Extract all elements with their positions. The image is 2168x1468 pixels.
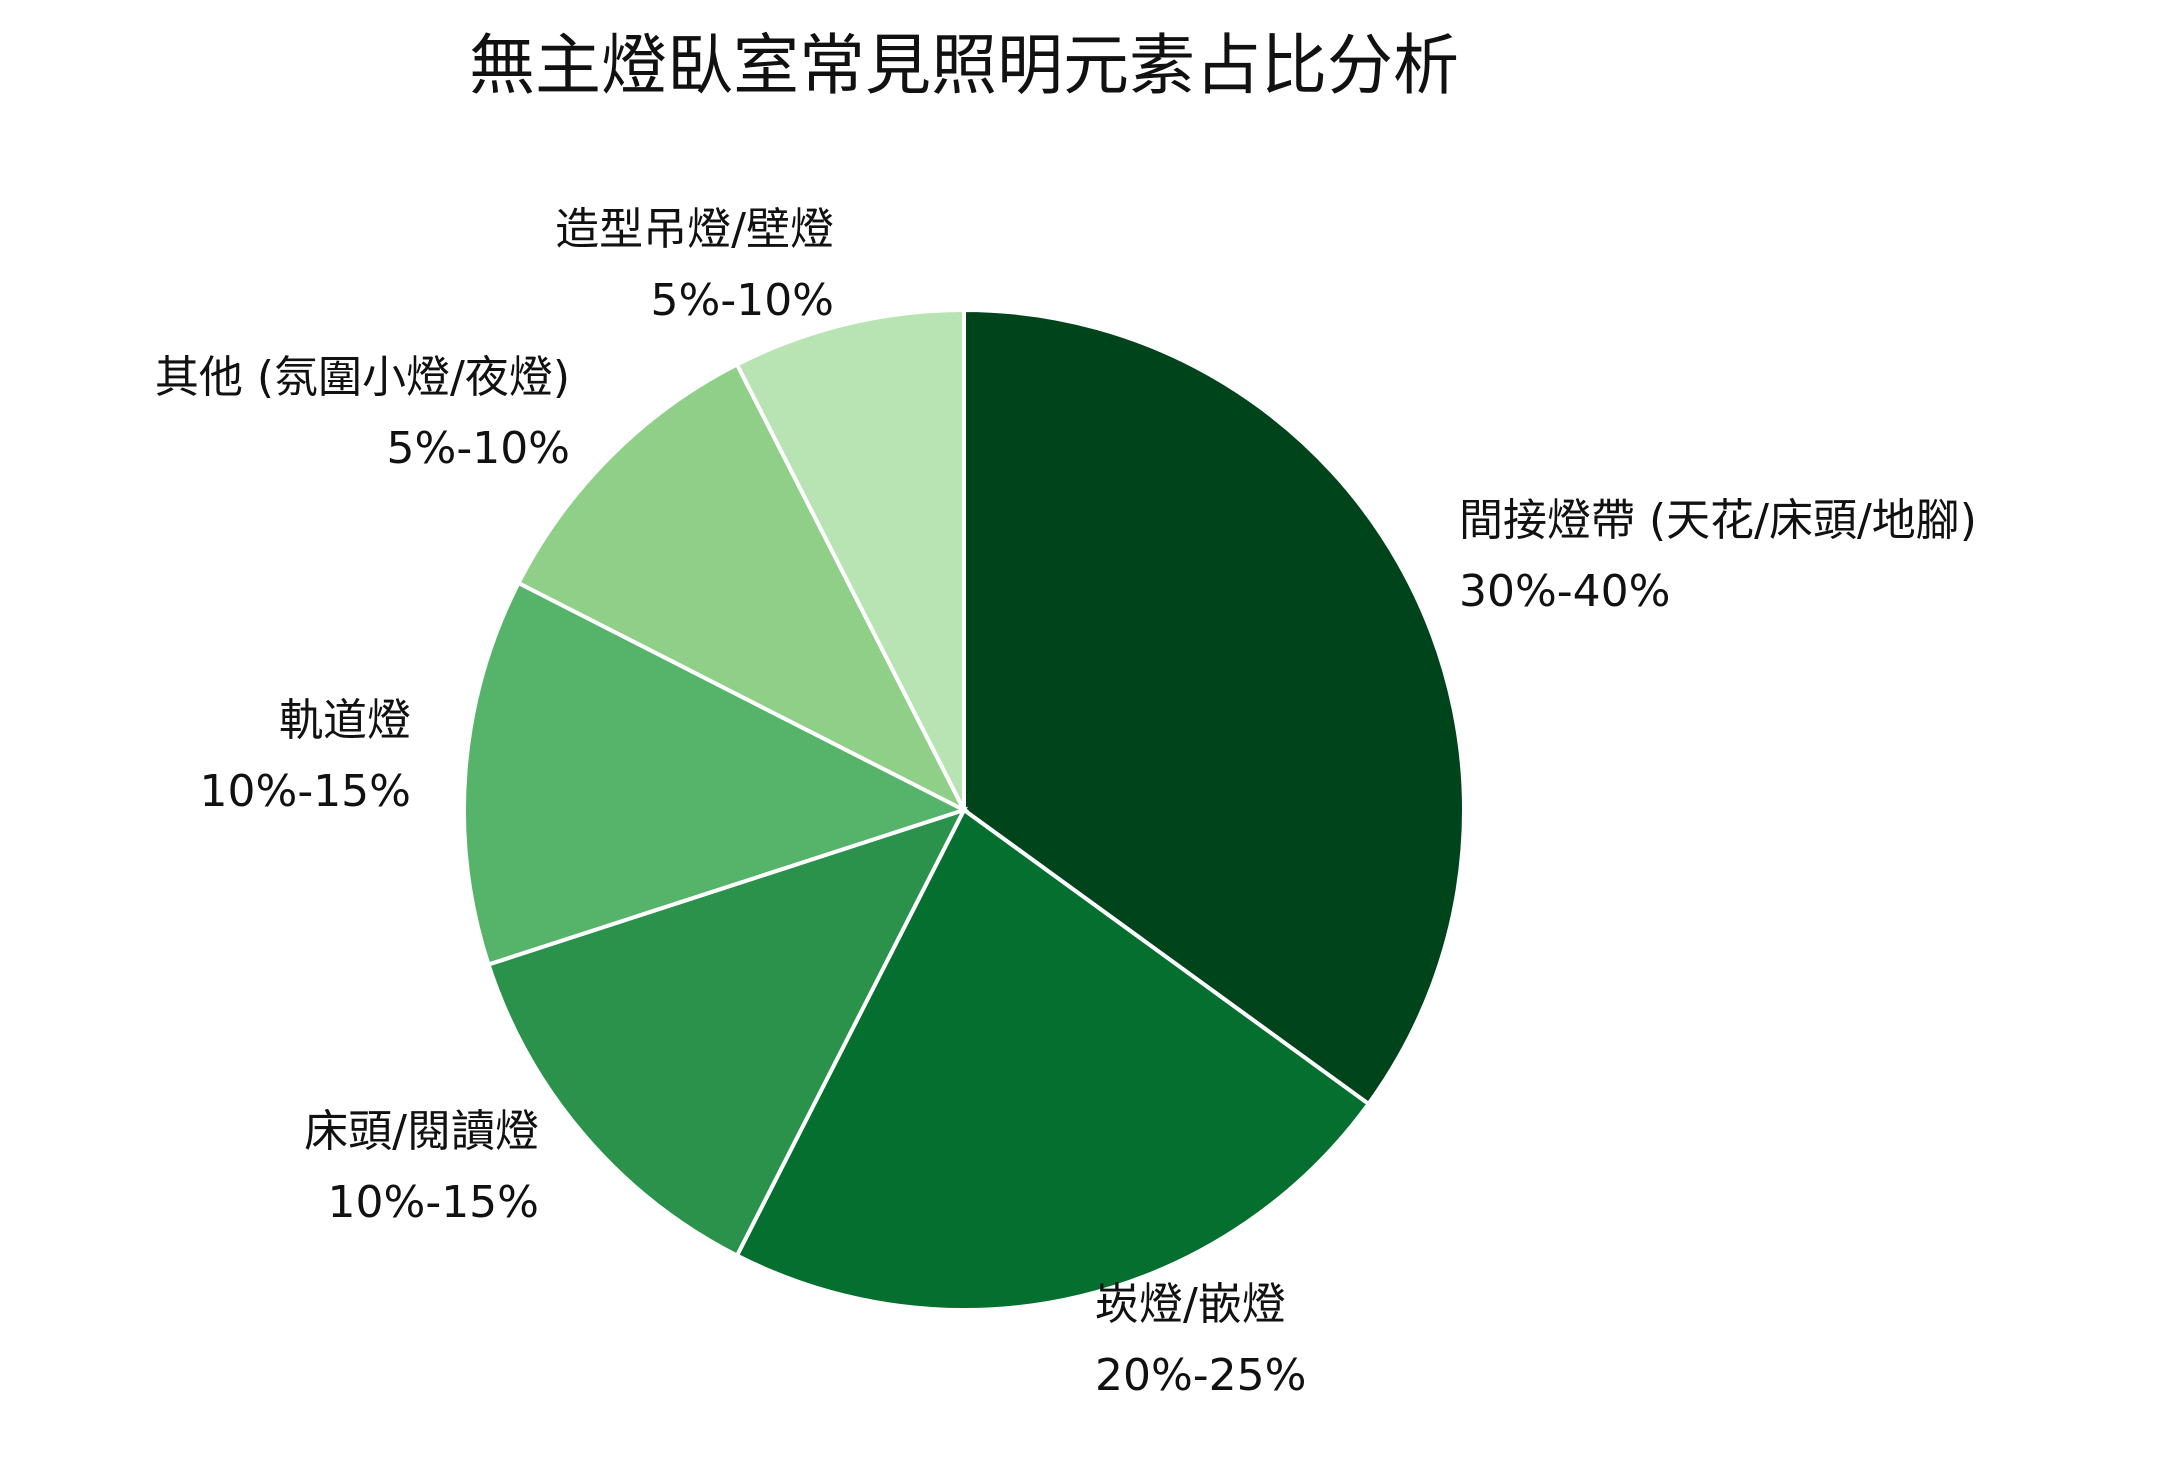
- slice-range: 20%-25%: [1095, 1350, 1306, 1401]
- slice-label: 崁燈/嵌燈: [1095, 1279, 1286, 1330]
- slice-label: 床頭/閱讀燈: [304, 1106, 539, 1157]
- slice-label: 間接燈帶 (天花/床頭/地腳): [1459, 495, 1977, 546]
- pie-slice: [734, 807, 1372, 1312]
- slice-label: 造型吊燈/壁燈: [555, 204, 834, 255]
- chart-title: 無主燈臥室常見照明元素占比分析: [469, 27, 1459, 104]
- slice-label: 其他 (氛圍小燈/夜燈): [155, 352, 570, 403]
- pie-slice: [515, 361, 969, 815]
- slice-label: 軌道燈: [279, 695, 411, 746]
- pie-slice: [962, 307, 1466, 1107]
- slice-range: 10%-15%: [200, 766, 411, 817]
- slice-range: 10%-15%: [328, 1177, 539, 1228]
- pie-slice: [462, 580, 970, 968]
- slice-range: 5%-10%: [651, 275, 834, 326]
- pie-slice: [734, 307, 966, 811]
- pie-slice: [485, 806, 968, 1259]
- slice-range: 5%-10%: [387, 423, 570, 474]
- slice-range: 30%-40%: [1459, 566, 1670, 617]
